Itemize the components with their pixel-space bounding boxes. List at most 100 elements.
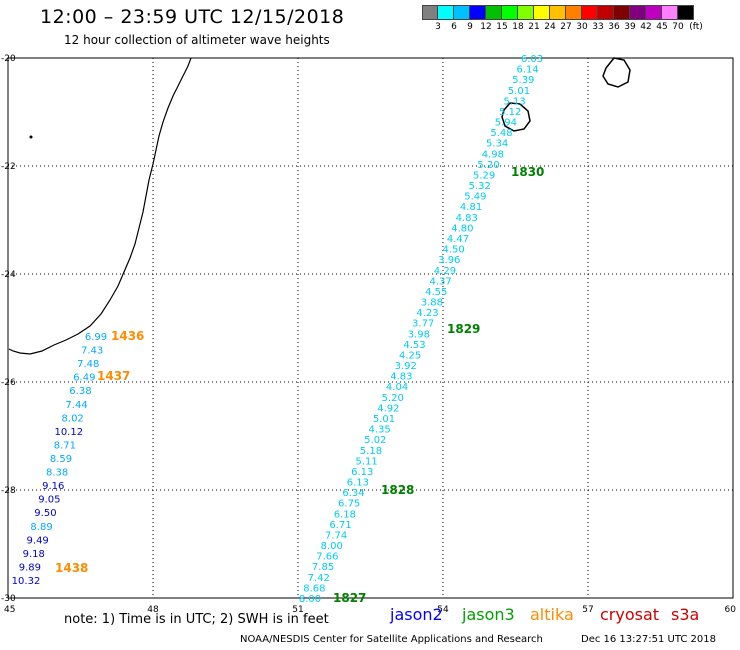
x-tick-label: 51: [292, 605, 303, 615]
legend-swatch: [678, 5, 694, 20]
satellite-label-jason2: jason2: [390, 605, 443, 624]
x-tick-label: 57: [582, 605, 593, 615]
wave-height-value: 3.77: [412, 319, 434, 330]
reunion-island: [501, 102, 531, 132]
map-subtitle: 12 hour collection of altimeter wave hei…: [64, 33, 330, 47]
y-tick-label: -26: [1, 378, 16, 388]
east-track: 6.036.145.395.015.135.125.945.485.344.98…: [299, 54, 545, 605]
wave-height-value: 6.18: [334, 509, 356, 520]
wave-height-value: 8.71: [54, 440, 76, 451]
y-tick-label: -24: [1, 270, 16, 280]
map-title: 12:00 – 23:59 UTC 12/15/2018: [40, 6, 345, 28]
wave-height-value: 7.74: [325, 530, 347, 541]
wave-height-value: 8.68: [303, 583, 325, 594]
wave-height-value: 4.83: [390, 372, 412, 383]
wave-height-value: 5.18: [360, 446, 382, 457]
wave-height-value: 7.85: [312, 562, 334, 573]
wave-height-value: 4.47: [447, 234, 469, 245]
wave-height-value: 4.25: [399, 350, 421, 361]
legend-tick-label: 27: [560, 22, 572, 32]
legend-swatch: [630, 5, 646, 20]
pass-time-label: 1827: [333, 591, 366, 605]
wave-height-value: 7.43: [81, 346, 103, 357]
pass-time-label: 1830: [511, 165, 544, 179]
wave-height-value: 6.38: [69, 386, 91, 397]
pass-time-label: 1437: [97, 369, 130, 383]
legend-swatch: [582, 5, 598, 20]
wave-height-value: 5.01: [373, 414, 395, 425]
wave-height-value: 10.32: [12, 576, 41, 587]
wave-height-value: 8.00: [299, 594, 321, 605]
x-tick-label: 45: [4, 605, 15, 615]
wave-height-value: 6.34: [342, 488, 364, 499]
legend-tick-label: 39: [624, 22, 636, 32]
legend-tick-label: 6: [451, 22, 457, 32]
legend-swatch: [486, 5, 502, 20]
x-tick-label: 48: [147, 605, 159, 615]
legend-swatch: [566, 5, 582, 20]
legend-swatch: [502, 5, 518, 20]
color-legend: [422, 5, 694, 20]
wave-height-value: 5.39: [512, 75, 534, 86]
wave-height-value: 5.12: [499, 107, 521, 118]
y-tick-label: -28: [1, 486, 16, 496]
wave-height-value: 6.75: [338, 499, 360, 510]
legend-tick-label: 42: [640, 22, 652, 32]
wave-height-value: 4.50: [443, 245, 465, 256]
wave-height-value: 6.03: [521, 54, 543, 65]
wave-height-value: 6.14: [517, 65, 539, 76]
west-track: 6.99 7.43 7.48 6.49 6.38 7.44 8.02 10.12 8.71 8.5…: [12, 329, 145, 587]
wave-height-value: 4.83: [456, 213, 478, 224]
wave-height-value: 4.81: [460, 202, 482, 213]
pass-time-label: 1438: [55, 561, 88, 575]
wave-height-value: 8.89: [30, 522, 52, 533]
legend-swatch: [470, 5, 486, 20]
legend-tick-label: (ft): [689, 22, 703, 32]
wave-height-value: 8.59: [50, 454, 72, 465]
legend-tick-label: 30: [576, 22, 588, 32]
x-tick-label: 60: [725, 605, 737, 615]
wave-height-value: 3.96: [438, 255, 460, 266]
legend-tick-label: 33: [592, 22, 604, 32]
legend-swatch: [438, 5, 454, 20]
wave-height-value: 6.71: [329, 520, 351, 531]
y-tick-label: -22: [1, 162, 16, 172]
wave-height-value: 8.02: [62, 413, 84, 424]
pass-time-label: 1829: [447, 322, 480, 336]
wave-height-value: 7.48: [77, 359, 99, 370]
wave-height-value: 6.99: [85, 332, 107, 343]
wave-height-value: 8.38: [46, 468, 68, 479]
legend-swatch: [534, 5, 550, 20]
wave-height-value: 9.18: [23, 549, 45, 560]
legend-tick-label: 3: [435, 22, 441, 32]
wave-height-value: 5.20: [382, 393, 404, 404]
legend-swatch: [614, 5, 630, 20]
madagascar-coastline: [8, 57, 192, 355]
wave-height-value: 5.02: [364, 435, 386, 446]
pass-time-label: 1828: [381, 483, 414, 497]
grid-lines: [8, 58, 733, 598]
wave-height-value: 9.05: [38, 495, 60, 506]
wave-height-value: 6.13: [351, 467, 373, 478]
map-frame: [7, 57, 734, 599]
wave-height-value: 5.13: [503, 96, 525, 107]
wave-height-value: 9.50: [34, 508, 56, 519]
wave-height-value: 4.35: [369, 425, 391, 436]
wave-height-value: 3.92: [395, 361, 417, 372]
credit-line: NOAA/NESDIS Center for Satellite Applica…: [240, 634, 543, 645]
small-island: [29, 135, 33, 139]
y-tick-label: -20: [1, 54, 16, 64]
legend-swatch: [454, 5, 470, 20]
wave-height-value: 4.29: [434, 266, 456, 277]
x-tick-label: 54: [437, 605, 449, 615]
wave-height-value: 5.34: [486, 139, 508, 150]
wave-height-value: 9.16: [42, 481, 64, 492]
wave-height-value: 4.37: [429, 276, 451, 287]
wave-height-value: 7.66: [316, 552, 338, 563]
pass-time-label: 1436: [111, 329, 144, 343]
wave-height-value: 7.42: [308, 573, 330, 584]
legend-tick-label: 18: [512, 22, 524, 32]
wave-height-value: 5.49: [464, 192, 486, 203]
wave-height-value: 6.13: [347, 478, 369, 489]
